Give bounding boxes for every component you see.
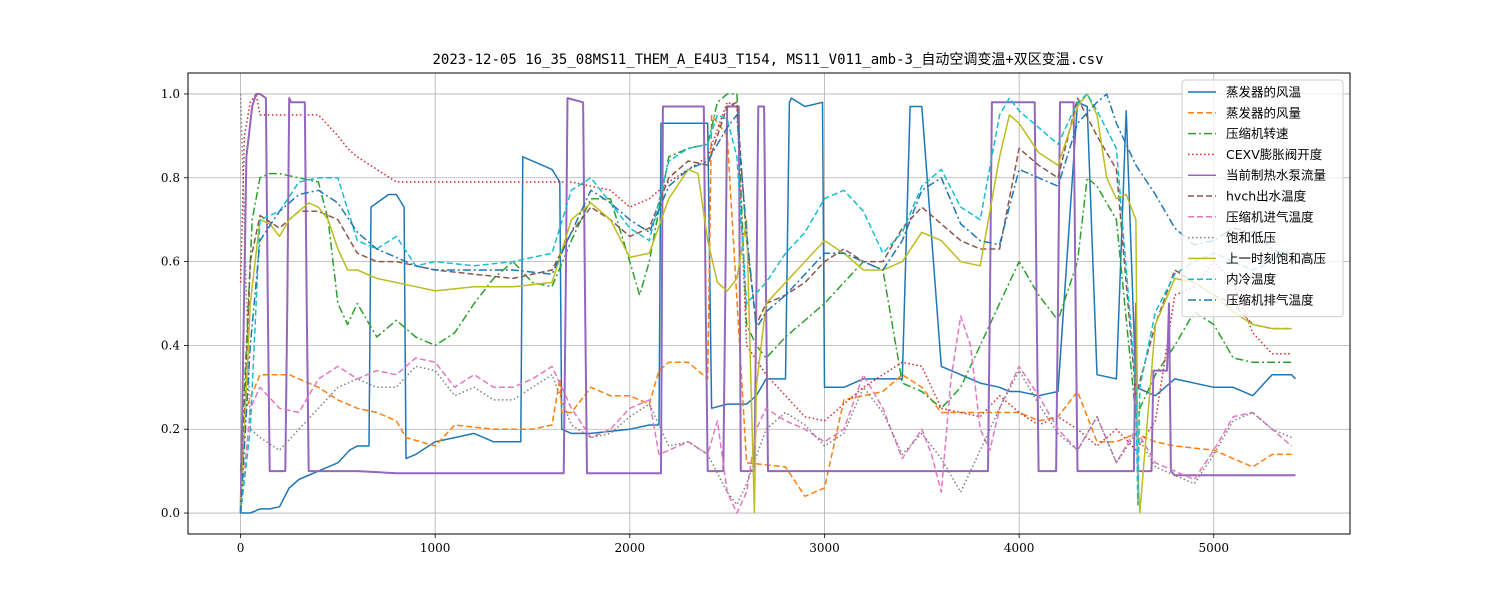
legend-label: 压缩机转速 [1226,126,1289,141]
x-tick-label: 1000 [420,541,451,555]
x-tick-label: 2000 [615,541,646,555]
series-line-9 [239,93,1292,514]
legend-label: 上一时刻饱和高压 [1226,251,1326,266]
grid-layer [188,73,1350,534]
series-line-8 [239,93,1292,506]
y-tick-label: 0.0 [161,506,180,520]
legend-label: 压缩机排气温度 [1226,293,1314,308]
y-tick-label: 0.6 [161,255,180,269]
y-tick-label: 1.0 [161,87,180,101]
series-layer [239,93,1297,514]
series-line-4 [239,93,1292,451]
legend-label: 蒸发器的风量 [1226,105,1301,120]
series-line-5 [239,93,1296,514]
series-line-3 [239,93,1292,472]
legend-label: 当前制热水泵流量 [1226,168,1326,183]
legend-box [1181,79,1344,318]
x-tick-label: 5000 [1198,541,1229,555]
y-tick-label: 0.2 [161,422,180,436]
series-line-1 [240,97,1297,514]
legend-label: hvch出水温度 [1226,189,1307,204]
legend-label: 饱和低压 [1226,230,1276,245]
y-tick-label: 0.4 [161,338,180,352]
legend-label: 压缩机进气温度 [1226,209,1314,224]
x-tick-label: 4000 [1004,541,1035,555]
x-axis: 0 1000 2000 3000 4000 5000 [237,534,1229,555]
legend-label: 内冷温度 [1226,272,1277,287]
series-line-11 [239,93,1292,514]
series-line-10 [239,93,1293,514]
plot-frame [187,72,1351,535]
x-tick-label: 0 [237,541,245,555]
legend-label: CEXV膨胀阀开度 [1226,147,1323,162]
y-tick-label: 0.8 [161,171,180,185]
legend-label: 蒸发器的风温 [1226,85,1302,100]
y-axis: 0.0 0.2 0.4 0.6 0.8 1.0 [161,87,188,520]
series-line-7 [239,315,1293,514]
x-tick-label: 3000 [809,541,840,555]
chart-title: 2023-12-05 16_35_08MS11_THEM_A_E4U3_T154… [432,52,1103,68]
